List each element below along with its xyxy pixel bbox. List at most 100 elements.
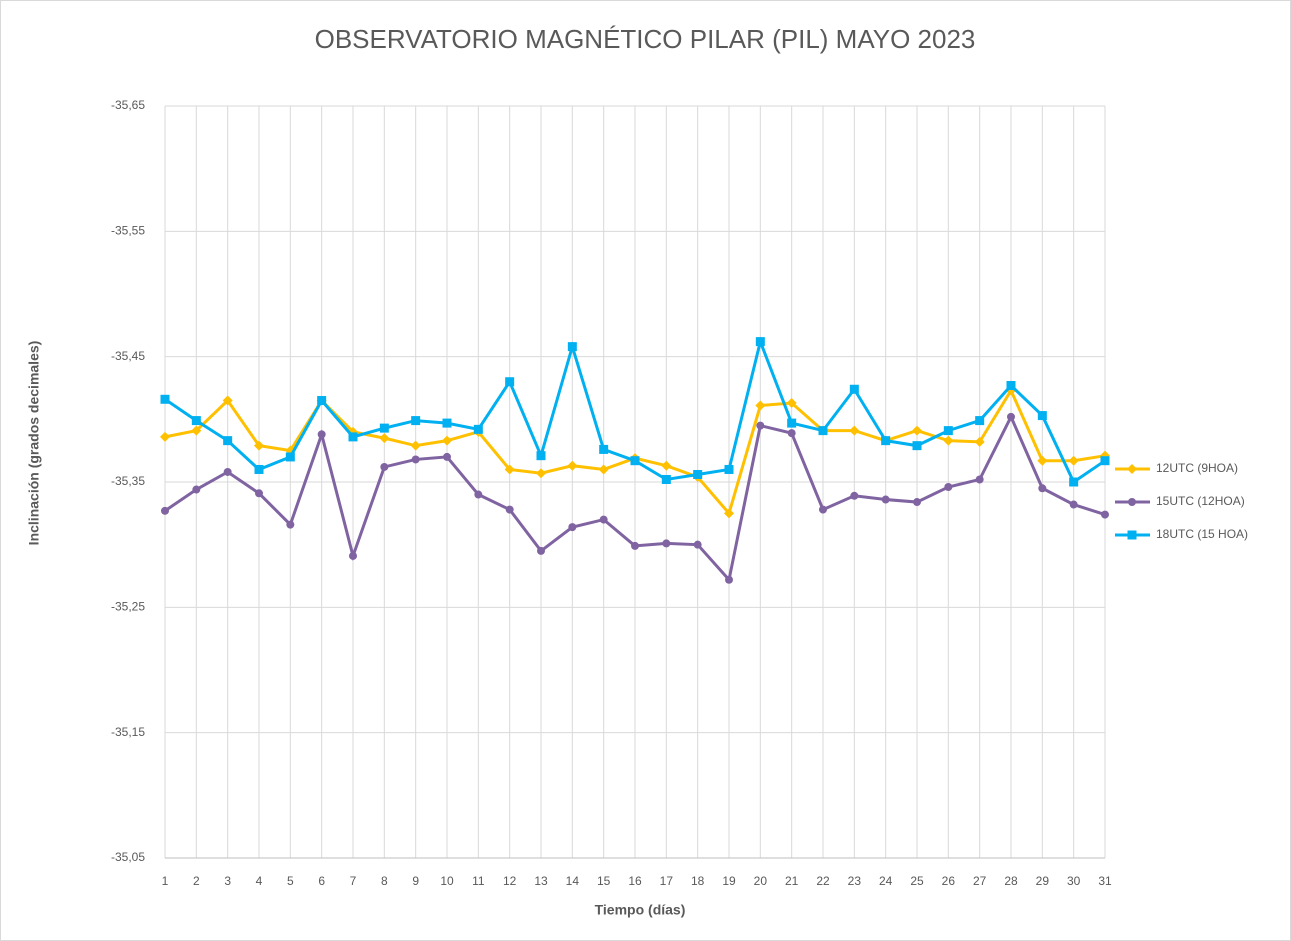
x-tick-label: 18 [691,874,705,888]
marker [567,460,578,471]
marker [1068,455,1079,466]
marker [568,523,577,532]
x-tick-label: 14 [566,874,580,888]
marker [1069,500,1078,509]
marker [787,429,796,438]
marker [818,426,828,436]
marker [975,475,984,484]
marker [1100,456,1110,466]
marker [725,575,733,584]
marker [537,546,545,555]
chart-title: OBSERVATORIO MAGNÉTICO PILAR (PIL) MAYO … [315,24,976,54]
x-tick-label: 31 [1098,874,1112,888]
x-tick-label: 12 [503,874,517,888]
x-tick-label: 15 [597,874,611,888]
marker [160,431,170,442]
marker [1037,455,1048,466]
marker [944,483,953,492]
legend-label: 18UTC (15 HOA) [1156,527,1248,541]
marker [724,464,734,474]
marker [630,456,640,466]
x-tick-label: 22 [816,874,830,888]
marker [755,400,766,411]
y-axis-label: Inclinación (grados decimales) [26,341,42,546]
marker [380,462,389,471]
marker [255,489,263,498]
marker [536,451,546,461]
x-tick-label: 23 [848,874,862,888]
marker [881,495,890,504]
marker [379,423,389,433]
marker [411,416,421,426]
marker [160,394,170,404]
marker [1006,380,1016,390]
marker [943,426,953,436]
marker [881,436,891,446]
marker [223,467,232,476]
marker [379,433,390,444]
marker [442,418,452,428]
x-tick-label: 21 [785,874,799,888]
x-tick-label: 4 [256,874,263,888]
y-tick-label: -35,05 [111,850,145,864]
marker [661,460,672,471]
marker [1101,510,1109,519]
marker [473,424,483,434]
y-tick-label: -35,25 [111,600,145,614]
marker [191,425,202,436]
marker [1127,530,1137,540]
x-tick-label: 27 [973,874,987,888]
marker [285,452,295,462]
marker [1128,498,1136,506]
marker [474,490,483,499]
marker [191,416,201,426]
legend-label: 15UTC (12HOA) [1156,494,1245,508]
x-tick-label: 9 [412,874,419,888]
marker [192,485,201,494]
x-tick-label: 26 [942,874,956,888]
marker [442,435,452,446]
marker [755,337,765,347]
marker [505,505,514,514]
marker [161,506,169,515]
y-tick-label: -35,45 [111,349,145,363]
x-tick-label: 29 [1036,874,1050,888]
marker [850,491,859,500]
marker [317,396,327,406]
marker [536,468,546,479]
marker [786,398,797,409]
marker [349,551,357,560]
marker [1037,411,1047,421]
marker [943,435,954,446]
y-tick-label: -35,15 [111,725,145,739]
marker [849,384,859,394]
marker [662,539,671,548]
marker [1069,477,1079,487]
marker [912,441,922,451]
x-tick-label: 20 [754,874,768,888]
x-tick-label: 19 [722,874,736,888]
marker [599,444,609,454]
x-axis-label: Tiempo (días) [595,902,686,918]
marker [598,464,609,475]
marker [787,418,797,428]
marker [254,464,264,474]
y-tick-label: -35,65 [111,98,145,112]
marker [1127,464,1137,474]
legend-label: 12UTC (9HOA) [1156,461,1238,475]
x-tick-label: 1 [162,874,169,888]
marker [974,436,985,447]
marker [567,342,577,352]
x-tick-label: 7 [350,874,357,888]
marker [756,421,765,430]
marker [631,541,639,550]
marker [913,498,921,507]
marker [599,515,608,524]
marker [693,469,703,479]
x-tick-label: 28 [1004,874,1018,888]
y-tick-label: -35,55 [111,224,145,238]
x-tick-label: 8 [381,874,388,888]
marker [724,508,734,519]
